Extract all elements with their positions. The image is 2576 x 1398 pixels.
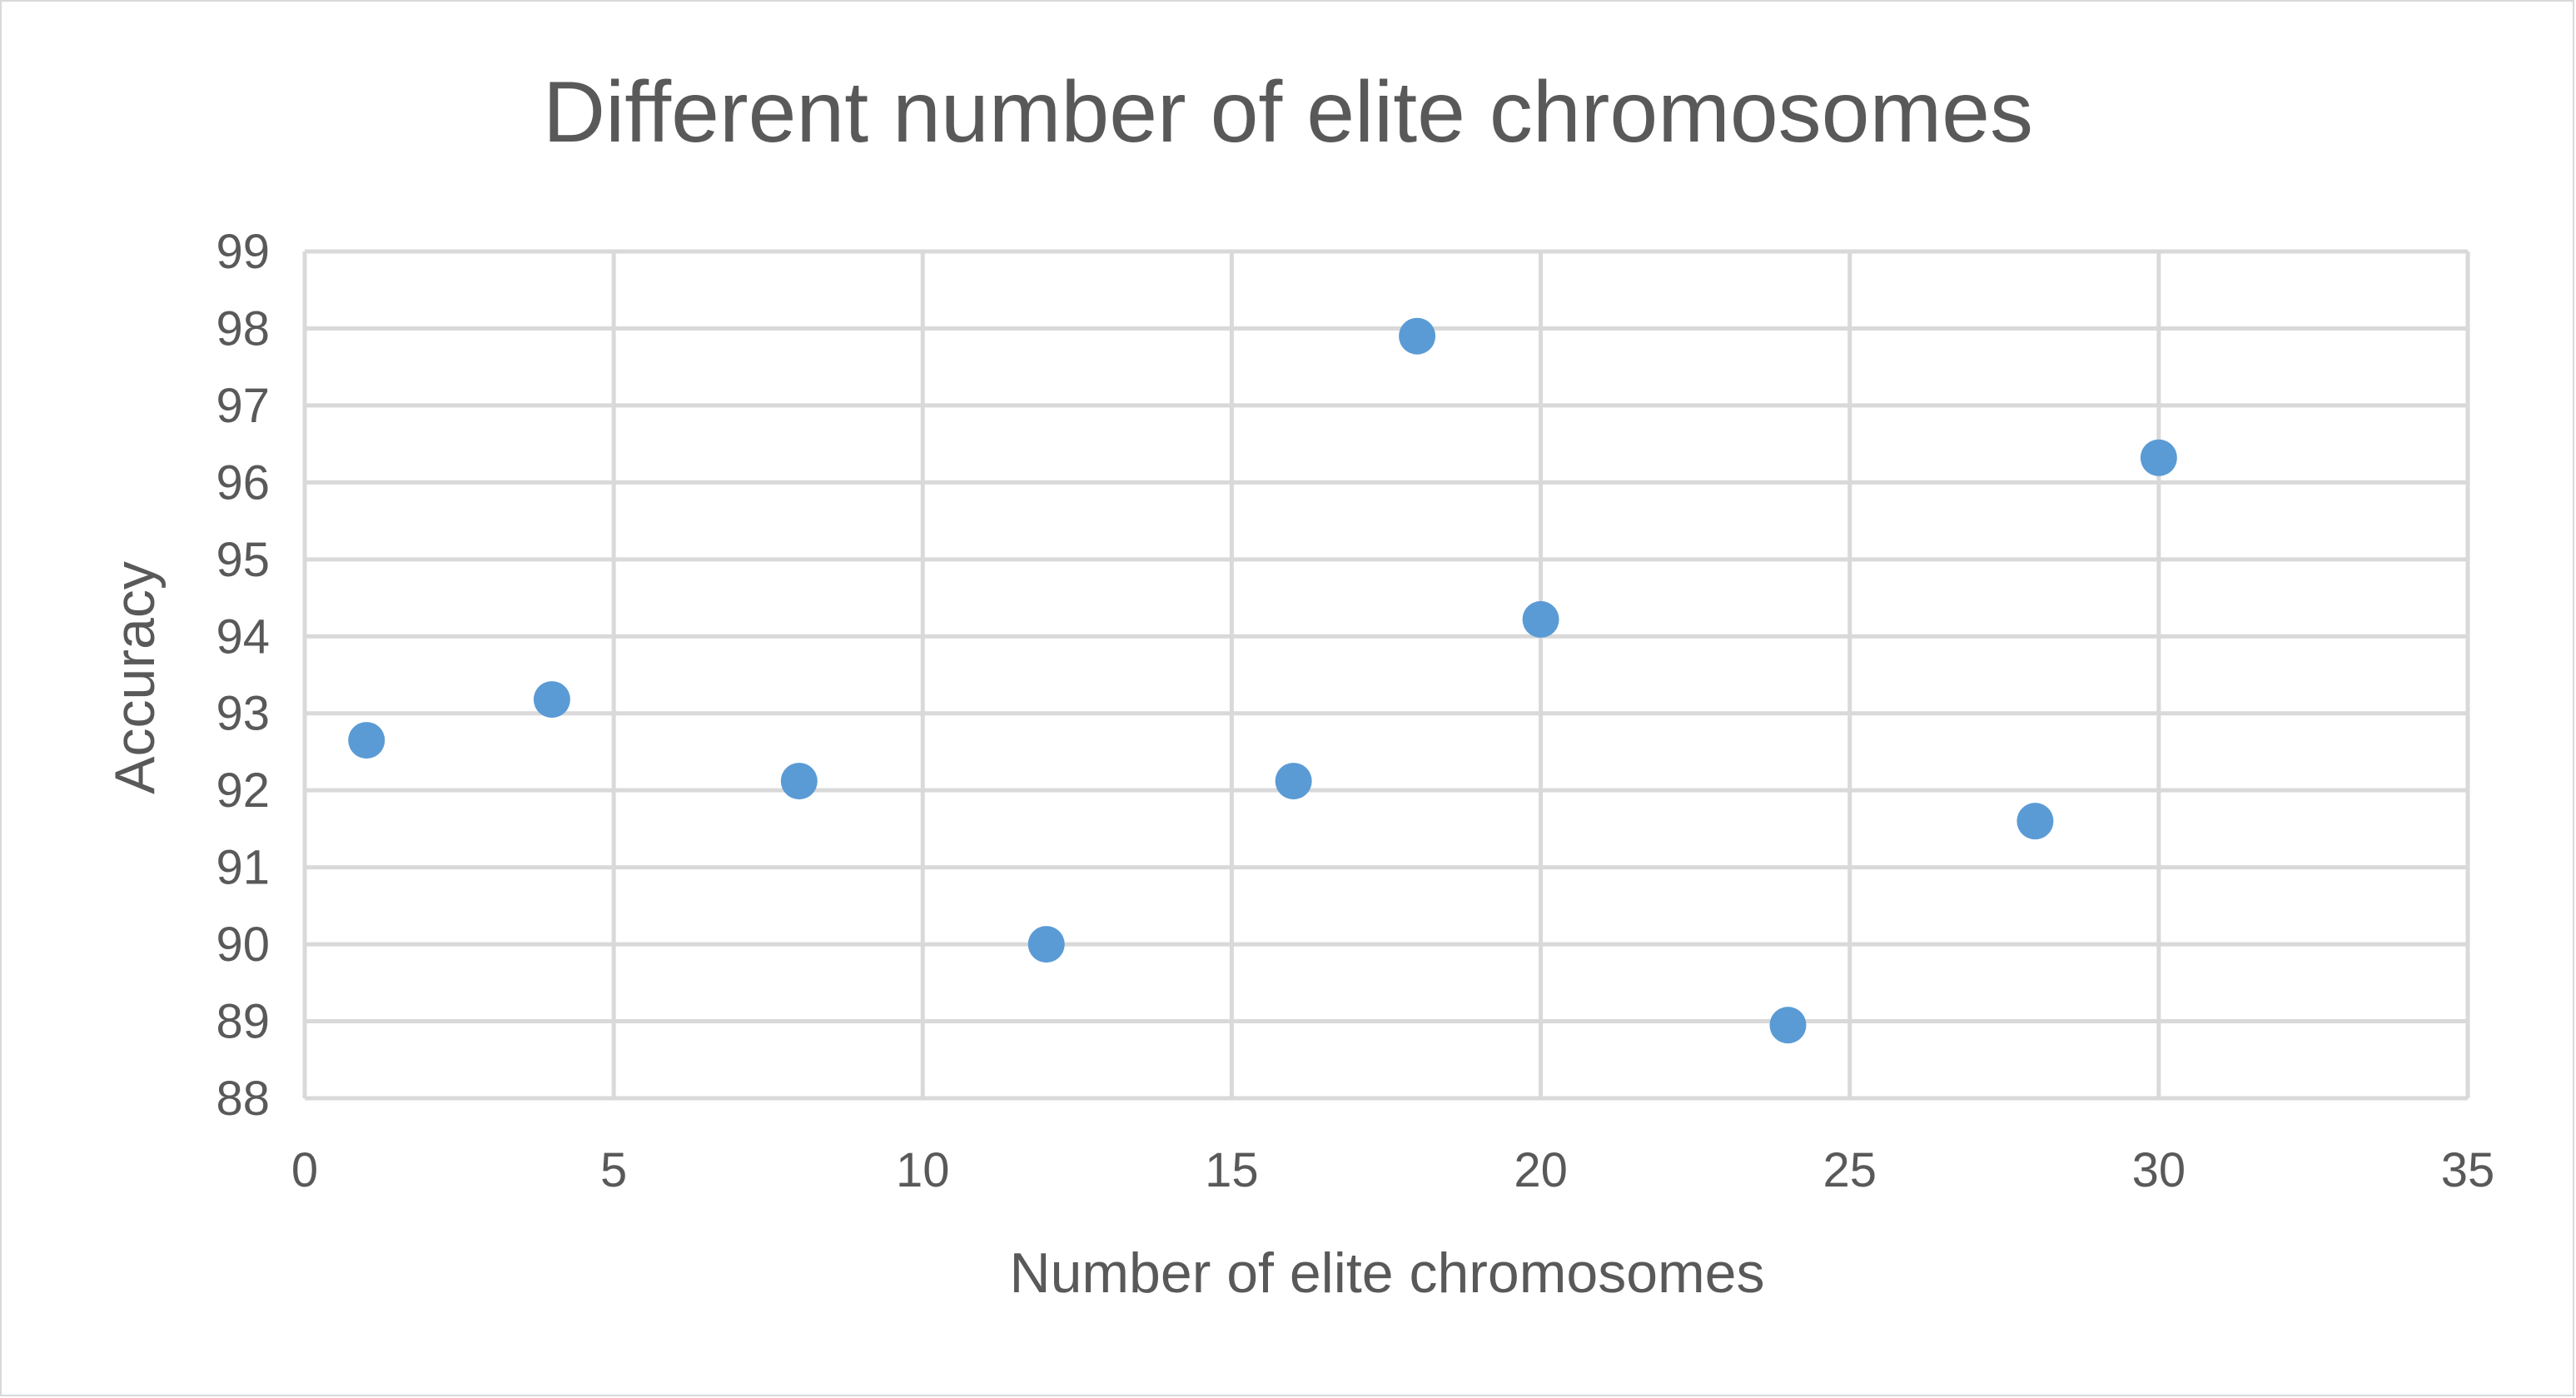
data-point [1522,600,1559,638]
y-tick-label: 98 [216,301,270,356]
data-point [2017,803,2054,840]
x-tick-label: 15 [1205,1143,1259,1197]
data-points [348,317,2177,1044]
data-point [533,681,570,719]
y-tick-label: 97 [216,379,270,433]
y-axis-title: Accuracy [103,561,167,794]
x-axis-ticks: 0 5 10 15 20 25 30 35 [291,1143,2494,1197]
y-tick-label: 94 [216,609,270,664]
x-tick-label: 5 [600,1143,627,1197]
y-tick-label: 91 [216,841,270,895]
chart-title: Different number of elite chromosomes [543,64,2033,161]
data-point [348,722,385,759]
y-axis-ticks: 88 89 90 91 92 93 94 95 96 97 98 99 [216,225,270,1126]
data-point [1275,763,1312,800]
data-point [1027,926,1065,963]
y-tick-label: 88 [216,1072,270,1126]
x-tick-label: 35 [2441,1143,2495,1197]
data-point [2140,439,2177,476]
y-tick-label: 89 [216,995,270,1049]
y-tick-label: 99 [216,225,270,279]
x-tick-label: 0 [291,1143,318,1197]
x-tick-label: 25 [1823,1143,1877,1197]
y-tick-label: 92 [216,764,270,818]
y-tick-label: 90 [216,918,270,972]
data-point [1399,317,1436,355]
y-tick-label: 95 [216,533,270,587]
data-point [780,763,818,800]
x-tick-label: 30 [2132,1143,2186,1197]
grid [302,249,2470,1101]
x-tick-label: 10 [896,1143,950,1197]
y-tick-label: 96 [216,455,270,510]
y-tick-label: 93 [216,687,270,741]
x-tick-label: 20 [1514,1143,1568,1197]
data-point [1769,1007,1807,1044]
x-axis-title: Number of elite chromosomes [1009,1241,1764,1305]
